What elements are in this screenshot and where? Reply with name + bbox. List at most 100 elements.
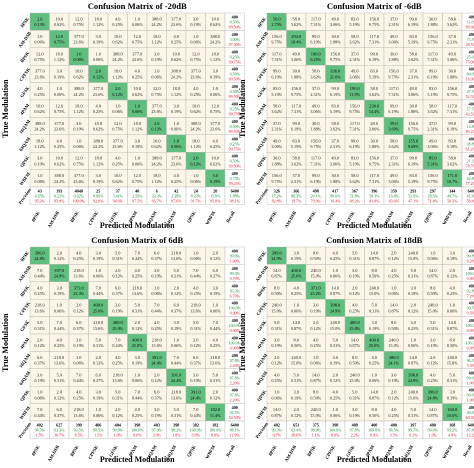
total-error: 12.2% xyxy=(467,433,474,438)
offdiag-percent: 24.2% xyxy=(171,74,182,79)
offdiag-percent: 0.75% xyxy=(132,40,143,45)
offdiag-count: 3.0 xyxy=(37,372,43,377)
offdiag-percent: 0.87% xyxy=(369,395,380,400)
offdiag-count: 14.0 xyxy=(312,372,320,377)
offdiag-percent: 0.25% xyxy=(151,326,162,331)
precision-error: 48.2% xyxy=(350,199,361,204)
offdiag-count: 240.0 xyxy=(311,268,322,273)
x-axis-label: Predicted Modulation xyxy=(337,455,412,464)
offdiag-percent: 0.06% xyxy=(93,57,104,62)
offdiag-percent: 2.31% xyxy=(447,40,458,45)
recall-error: 97.00% xyxy=(229,42,242,47)
offdiag-percent: 0.50% xyxy=(427,291,438,296)
offdiag-count: 30.0 xyxy=(312,121,320,126)
offdiag-percent: 9.75% xyxy=(330,57,341,62)
offdiag-count: 8.0 xyxy=(372,407,378,412)
offdiag-percent: 1.12% xyxy=(151,40,162,45)
offdiag-count: 3.0 xyxy=(411,285,417,290)
y-tick-label: GFSK xyxy=(256,319,268,332)
recall-percent: 97.8% xyxy=(230,393,241,398)
offdiag-percent: 0.19% xyxy=(447,395,458,400)
y-tick-label: BPSK xyxy=(19,50,30,63)
offdiag-count: 5.0 xyxy=(294,372,300,377)
recall-count: 400 xyxy=(469,67,474,72)
precision-count: 37 xyxy=(116,189,120,194)
offdiag-count: 3.0 xyxy=(352,407,358,412)
recall-error: 1.00% xyxy=(467,380,474,385)
precision-error: 94.6% xyxy=(113,199,124,204)
y-tick-label: BPSK xyxy=(19,284,30,297)
y-tick-label: CPFSK xyxy=(18,301,31,317)
y-tick-label: BPSK xyxy=(256,50,267,63)
precision-percent: 100.0% xyxy=(329,428,342,433)
offdiag-percent: 6.19% xyxy=(369,57,380,62)
offdiag-count: 58.0 xyxy=(390,138,398,143)
offdiag-percent: 0.25% xyxy=(54,343,65,348)
recall-error: 60.00% xyxy=(466,415,474,420)
diagonal-percent: 25.0% xyxy=(132,343,143,348)
offdiag-count: 1.0 xyxy=(135,156,141,161)
recall-percent: 40.0% xyxy=(467,410,474,415)
precision-count: 40 xyxy=(135,189,139,194)
offdiag-count: 1.0 xyxy=(57,303,63,308)
y-tick-label: 64QAM xyxy=(18,136,32,152)
offdiag-percent: 0.75% xyxy=(112,127,123,132)
offdiag-count: 156.0 xyxy=(272,34,283,39)
offdiag-count: 218.0 xyxy=(171,251,182,256)
recall-error: 1.00% xyxy=(467,398,474,403)
offdiag-count: 1.0 xyxy=(76,355,82,360)
offdiag-count: 49.0 xyxy=(390,173,398,178)
y-tick-label: WBFM xyxy=(255,171,268,187)
recall-error: 89.00% xyxy=(466,25,474,30)
offdiag-percent: 1.12% xyxy=(93,22,104,27)
offdiag-percent: 0.31% xyxy=(210,378,221,383)
recall-count: 400 xyxy=(232,102,238,107)
y-tick-label: QPSK xyxy=(256,389,268,402)
offdiag-count: 218.0 xyxy=(132,285,143,290)
precision-percent: 5.41% xyxy=(113,194,124,199)
offdiag-percent: 0.31% xyxy=(171,413,182,418)
offdiag-count: 156.0 xyxy=(311,138,322,143)
precision-count: 20 xyxy=(213,189,217,194)
offdiag-percent: 1.88% xyxy=(427,22,438,27)
recall-percent: 99.5% xyxy=(467,306,474,311)
offdiag-percent: 1.12% xyxy=(210,57,221,62)
offdiag-count: 4.0 xyxy=(154,320,160,325)
offdiag-percent: 0.12% xyxy=(112,413,123,418)
offdiag-percent: 0.50% xyxy=(271,291,282,296)
offdiag-count: 7.0 xyxy=(213,320,219,325)
offdiag-count: 377.0 xyxy=(191,69,202,74)
recall-error: 61.20% xyxy=(466,146,474,151)
offdiag-percent: 3.06% xyxy=(388,179,399,184)
recall-count: 400 xyxy=(469,266,474,271)
offdiag-percent: 0.12% xyxy=(388,395,399,400)
precision-percent: 99.0% xyxy=(113,428,124,433)
y-tick-label: 16QAM xyxy=(255,352,269,368)
offdiag-percent: 0.25% xyxy=(291,291,302,296)
x-tick-label: WBFM xyxy=(204,210,216,226)
precision-count: 25 xyxy=(96,189,100,194)
diagonal-percent: 11.9% xyxy=(349,92,360,97)
y-tick-label: 8PSK xyxy=(20,250,31,262)
offdiag-count: 5.0 xyxy=(430,320,436,325)
offdiag-count: 1.0 xyxy=(37,34,43,39)
offdiag-count: 377.0 xyxy=(54,121,65,126)
offdiag-count: 99.0 xyxy=(429,69,437,74)
offdiag-count: 4.0 xyxy=(313,338,319,343)
recall-percent: 0.25% xyxy=(230,54,241,59)
offdiag-count: 5.0 xyxy=(411,268,417,273)
offdiag-count: 1.0 xyxy=(135,372,141,377)
offdiag-count: 156.0 xyxy=(447,86,458,91)
precision-error: 2.2% xyxy=(351,433,360,438)
offdiag-percent: 0.87% xyxy=(291,326,302,331)
offdiag-count: 8.0 xyxy=(430,285,436,290)
offdiag-count: 3.0 xyxy=(135,138,141,143)
offdiag-percent: 0.25% xyxy=(271,378,282,383)
offdiag-percent: 7.31% xyxy=(369,179,380,184)
offdiag-count: 1.0 xyxy=(135,17,141,22)
diagonal-percent: 23.3% xyxy=(73,291,84,296)
confusion-matrix-panel: Confusion Matrix of 6dB True Modulation Pr… xyxy=(1,235,245,464)
recall-percent: 0.50% xyxy=(230,20,241,25)
offdiag-count: 4.0 xyxy=(213,138,219,143)
offdiag-count: 5.0 xyxy=(37,320,43,325)
